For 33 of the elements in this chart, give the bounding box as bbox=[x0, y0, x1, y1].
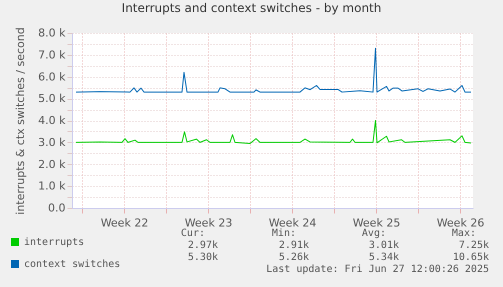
text: Min: bbox=[272, 228, 296, 240]
y-tick-label: 8.0 k bbox=[38, 26, 66, 40]
y-tick-label: 0.0 bbox=[48, 202, 66, 214]
y-tick-label: 6.0 k bbox=[38, 70, 66, 84]
legend-label: interrupts bbox=[24, 237, 84, 248]
text: Last update: Fri Jun 27 12:00:26 2025 bbox=[266, 264, 489, 276]
y-tick-label: 1.0 k bbox=[38, 180, 66, 193]
text: 3.01k bbox=[368, 240, 399, 252]
y-tick-label: 3.0 k bbox=[38, 136, 66, 149]
text: 2.91k bbox=[278, 240, 309, 252]
text: Avg: bbox=[362, 228, 386, 240]
x-tick-label: Week 26 bbox=[436, 216, 484, 230]
text: 7.25k bbox=[458, 240, 489, 252]
chart-title: Interrupts and context switches - by month bbox=[122, 0, 382, 15]
text: 10.65k bbox=[452, 252, 489, 264]
y-tick-label: 5.0 k bbox=[38, 92, 66, 106]
text: 5.26k bbox=[278, 252, 309, 264]
y-tick-label: 7.0 k bbox=[38, 48, 66, 62]
y-tick-label: 4.0 k bbox=[38, 114, 66, 127]
text: 5.34k bbox=[368, 252, 399, 264]
line-series bbox=[76, 120, 472, 144]
text: 2.97k bbox=[188, 240, 218, 252]
legend-label: context switches bbox=[24, 259, 120, 270]
line-series bbox=[76, 48, 472, 93]
x-tick-label: Week 23 bbox=[184, 216, 232, 230]
text: Max: bbox=[452, 228, 476, 240]
x-tick-label: Week 22 bbox=[100, 216, 148, 230]
x-tick-label: Week 25 bbox=[352, 216, 400, 230]
text: Cur: bbox=[180, 228, 205, 240]
y-tick-label: 2.0 k bbox=[38, 158, 66, 171]
x-tick-label: Week 24 bbox=[268, 216, 316, 230]
text: 5.30k bbox=[188, 252, 218, 264]
y-axis-title: interrupts & ctx switches / second bbox=[14, 27, 28, 215]
